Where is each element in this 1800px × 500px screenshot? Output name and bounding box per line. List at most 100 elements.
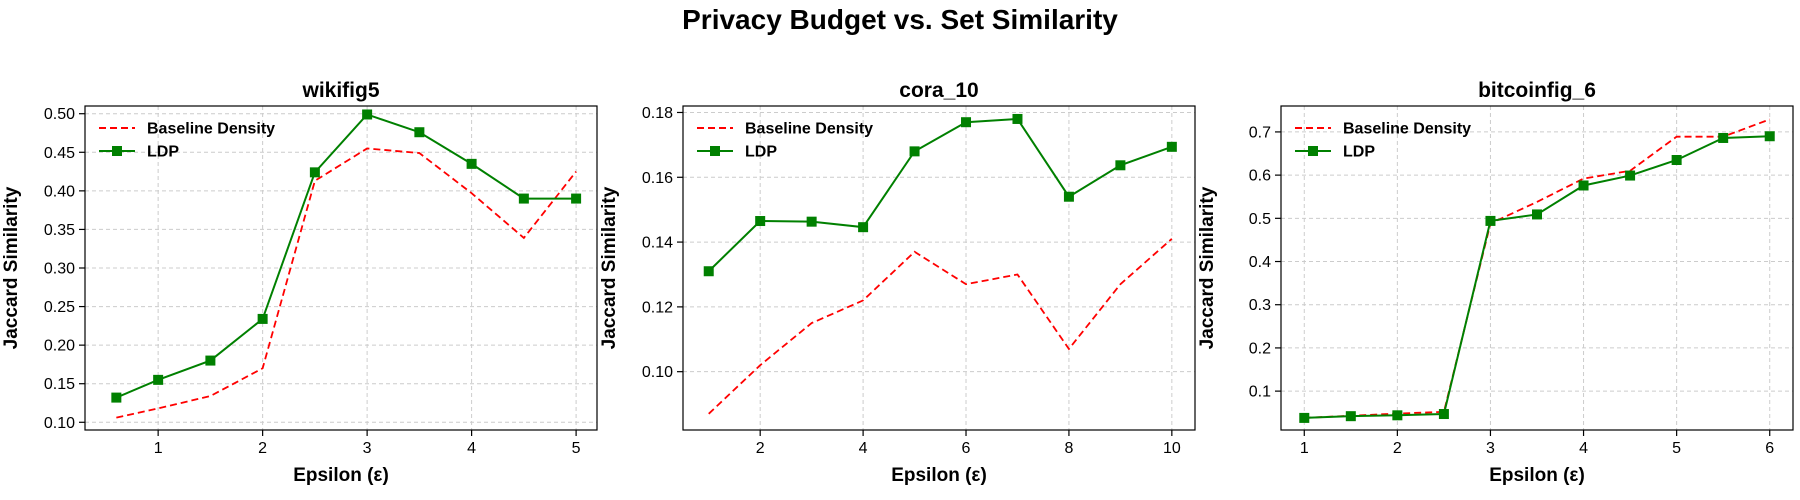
legend: Baseline Density LDP [1295,121,1471,161]
ldp-marker [1115,160,1126,171]
ldp-line [708,117,1173,272]
x-tick-label: 3 [363,440,372,457]
ldp-marker [1063,191,1074,202]
subplot-title: cora_10 [899,79,978,102]
ldp-marker [414,127,425,138]
subplot-title: wikifig5 [301,79,379,102]
ldp-marker [961,117,972,128]
axes-frame [84,105,598,431]
x-tick-label: 2 [258,440,267,457]
series-group [703,113,1177,415]
ldp-marker [153,374,164,385]
legend: Baseline Density LDP [99,121,275,161]
y-tick-label: 0.50 [44,106,75,123]
y-tick-label: 0.10 [642,364,673,381]
x-tick-label: 10 [1163,440,1181,457]
y-tick-label: 0.35 [44,222,75,239]
legend-label: LDP [1343,144,1375,161]
legend-label: Baseline Density [147,121,275,138]
y-tick-label: 0.30 [44,261,75,278]
y-tick-label: 0.12 [642,299,673,316]
y-tick-label: 0.45 [44,145,75,162]
ldp-marker [257,313,268,324]
baseline-density-line [708,238,1173,415]
ldp-marker [909,146,920,157]
axes-frame [1280,105,1794,431]
legend-label: LDP [147,144,179,161]
subplot-1: 1 2 3 4 5 0.10 0.15 0.20 0.25 0.30 0.35 0.40 0.45 0.5… [1,79,598,486]
legend-label: Baseline Density [745,121,873,138]
y-tick-label: 0.7 [1249,124,1271,141]
y-tick-label: 0.25 [44,299,75,316]
ldp-marker [755,216,766,227]
ldp-marker [111,392,122,403]
x-tick-label: 8 [1064,440,1073,457]
x-tick-label: 4 [1579,440,1588,457]
y-axis-label: Jaccard Similarity [1,186,22,349]
y-tick-label: 0.10 [44,415,75,432]
x-tick-label: 4 [859,440,868,457]
baseline-density-line [1304,118,1771,419]
x-tick-label: 1 [154,440,163,457]
y-axis-label: Jaccard Similarity [599,186,620,349]
x-tick-label: 6 [1765,440,1774,457]
ldp-marker [1532,209,1542,220]
subplot-3: 1 2 3 4 5 6 0.1 0.2 0.3 0.4 0.5 0.6 0.7 bitcoinfig_6 E… [1197,79,1794,486]
ldp-line [115,113,577,399]
ldp-marker [858,222,869,233]
ldp-marker [466,158,477,169]
legend-swatch-marker [1308,146,1318,156]
ldp-marker [1438,409,1449,420]
series-group [111,109,582,419]
x-tick-label: 5 [1672,440,1681,457]
series-group [1299,118,1775,423]
y-tick-label: 0.15 [44,376,75,393]
x-axis-label: Epsilon (ε) [891,465,987,486]
x-tick-label: 6 [962,440,971,457]
ldp-marker [309,167,320,178]
y-tick-label: 0.2 [1249,340,1271,357]
ldp-marker [205,355,216,366]
subplot-title: bitcoinfig_6 [1478,79,1596,102]
ldp-marker [1392,410,1403,421]
ldp-marker [1625,170,1636,181]
axes-frame [682,105,1196,431]
x-tick-label: 2 [756,440,765,457]
baseline-density-line [116,147,577,419]
y-axis-label: Jaccard Similarity [1197,186,1218,349]
ldp-marker [362,109,373,120]
ldp-marker [1578,180,1589,191]
x-tick-label: 2 [1393,440,1402,457]
x-tick-label: 1 [1300,440,1309,457]
y-tick-label: 0.1 [1249,384,1271,401]
ldp-marker [518,193,529,204]
y-tick-label: 0.18 [642,105,673,122]
figure-title: Privacy Budget vs. Set Similarity [682,4,1118,35]
ldp-marker [571,193,582,204]
y-tick-label: 0.3 [1249,297,1271,314]
legend-label: LDP [745,144,777,161]
legend-swatch-marker [112,146,122,156]
legend: Baseline Density LDP [697,121,873,161]
ldp-marker [1166,141,1177,152]
legend-label: Baseline Density [1343,121,1471,138]
x-tick-label: 5 [572,440,581,457]
subplot-2: 2 4 6 8 10 0.10 0.12 0.14 0.16 0.18 cora_10 Epsilon… [599,79,1196,486]
ldp-marker [1299,412,1310,423]
x-axis-label: Epsilon (ε) [1489,465,1585,486]
ldp-line [1304,135,1770,419]
ldp-marker [1485,215,1496,226]
y-tick-label: 0.20 [44,338,75,355]
y-tick-label: 0.4 [1249,254,1271,271]
x-axis-label: Epsilon (ε) [293,465,389,486]
ldp-marker [1012,113,1023,124]
ldp-marker [806,216,817,227]
ldp-marker [1718,132,1729,143]
y-tick-label: 0.6 [1249,168,1271,185]
ldp-marker [1345,411,1356,422]
y-tick-label: 0.14 [642,235,673,252]
ldp-marker [703,266,714,277]
y-tick-label: 0.5 [1249,211,1271,228]
y-tick-label: 0.40 [44,183,75,200]
